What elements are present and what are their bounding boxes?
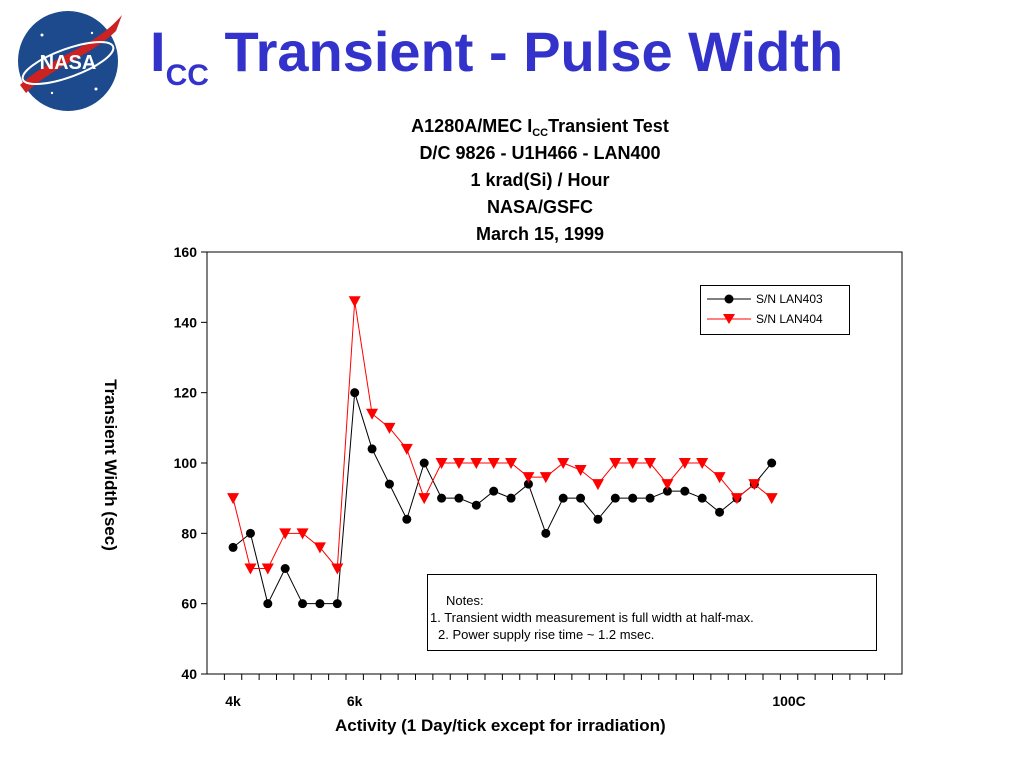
data-point-lan404 [452, 458, 465, 469]
y-tick-label: 120 [174, 385, 198, 401]
data-point-lan403 [593, 514, 603, 524]
nasa-logo: NASA [18, 11, 122, 111]
x-tick-label: 100C [772, 693, 805, 709]
legend-item-lan403: S/N LAN403 [701, 289, 849, 309]
data-point-lan404 [678, 458, 691, 469]
data-point-lan404 [418, 493, 431, 505]
data-point-lan403 [576, 493, 586, 503]
data-point-lan404 [244, 563, 257, 575]
data-point-lan403 [384, 479, 394, 489]
legend-marker-triangle [707, 314, 751, 324]
data-point-lan403 [471, 500, 481, 510]
data-point-lan403 [367, 444, 377, 454]
data-point-lan404 [661, 479, 674, 491]
data-point-lan403 [437, 493, 447, 503]
y-tick-label: 100 [174, 455, 198, 471]
data-point-lan403 [263, 599, 273, 609]
data-point-lan403 [662, 486, 672, 496]
note-2: 2. Power supply rise time ~ 1.2 msec. [438, 627, 655, 642]
data-point-lan403 [628, 493, 638, 503]
legend-marker-circle [707, 294, 751, 304]
data-point-lan404 [539, 472, 552, 484]
series-line-2 [232, 301, 773, 570]
data-point-lan404 [296, 528, 309, 540]
data-point-lan404 [557, 458, 570, 469]
data-point-lan404 [313, 542, 326, 554]
data-point-lan403 [419, 458, 429, 468]
chart-title-line-5: March 15, 1999 [475, 224, 605, 244]
data-point-lan403 [541, 528, 551, 538]
data-point-lan403 [697, 493, 707, 503]
data-point-lan404 [522, 472, 535, 484]
data-point-lan404 [383, 422, 396, 434]
data-point-lan403 [315, 599, 325, 609]
data-point-lan403 [454, 493, 464, 503]
legend-item-lan404: S/N LAN404 [701, 309, 849, 329]
chart-title-line-2: D/C 9826 - U1H466 - LAN400 [419, 143, 661, 163]
data-point-lan403 [506, 493, 516, 503]
data-point-lan404 [348, 296, 361, 308]
chart-title: A1280A/MEC ICCTransient Test D/C 9826 - … [340, 113, 740, 248]
chart-title-line-4: NASA/GSFC [486, 197, 593, 217]
x-axis-label: Activity (1 Day/tick except for irradiat… [335, 716, 666, 735]
chart-title-line-3: 1 krad(Si) / Hour [470, 170, 610, 190]
data-point-lan403 [298, 599, 308, 609]
data-point-lan404 [505, 458, 518, 469]
data-point-lan404 [591, 479, 604, 491]
data-point-lan404 [644, 458, 657, 469]
y-tick-label: 80 [181, 525, 197, 541]
data-point-lan403 [350, 388, 360, 398]
notes-box: Notes: 1. Transient width measurement is… [427, 574, 877, 651]
data-point-lan404 [261, 563, 274, 575]
data-point-lan403 [645, 493, 655, 503]
chart-legend: S/N LAN403 S/N LAN404 [700, 285, 850, 335]
data-point-lan403 [767, 458, 777, 468]
logo-text: NASA [40, 52, 97, 74]
data-point-lan403 [489, 486, 499, 496]
data-point-lan404 [713, 472, 726, 484]
data-point-lan404 [400, 443, 413, 455]
data-point-lan404 [279, 528, 292, 540]
data-point-lan403 [402, 514, 412, 524]
data-point-lan404 [696, 458, 709, 469]
data-point-lan404 [765, 493, 778, 505]
data-point-lan403 [245, 528, 255, 538]
y-tick-label: 140 [174, 314, 198, 330]
notes-heading: Notes: [446, 593, 484, 608]
data-point-lan403 [523, 479, 533, 489]
data-point-lan404 [748, 479, 761, 491]
data-point-lan404 [227, 493, 240, 505]
x-tick-label: 6k [347, 693, 363, 709]
y-tick-label: 160 [174, 244, 198, 260]
data-point-lan404 [626, 458, 639, 469]
data-point-lan404 [331, 563, 344, 575]
data-point-lan404 [470, 458, 483, 469]
legend-label-lan403: S/N LAN403 [756, 292, 823, 306]
data-point-lan404 [487, 458, 500, 469]
series-line-1 [232, 392, 773, 606]
data-point-lan404 [435, 458, 448, 469]
data-point-lan403 [280, 564, 290, 573]
note-1: 1. Transient width measurement is full w… [430, 610, 754, 625]
data-point-lan404 [366, 408, 379, 420]
chart-title-line-1: A1280A/MEC ICCTransient Test [411, 116, 669, 139]
logo-red-chevron [20, 15, 122, 93]
legend-label-lan404: S/N LAN404 [756, 312, 823, 326]
y-tick-label: 40 [181, 666, 197, 682]
x-tick-label: 4k [225, 693, 241, 709]
data-point-lan404 [574, 465, 587, 477]
data-point-lan403 [558, 493, 568, 503]
data-point-lan403 [332, 599, 342, 609]
y-tick-label: 60 [181, 596, 197, 612]
slide-title-subscript: CC [165, 59, 209, 92]
data-point-lan403 [228, 542, 238, 552]
data-point-lan403 [715, 507, 725, 517]
slide-title: ICC Transient - Pulse Width [150, 20, 844, 92]
data-point-lan403 [610, 493, 620, 503]
data-point-lan403 [680, 486, 690, 496]
data-point-lan404 [730, 493, 743, 505]
data-point-lan404 [609, 458, 622, 469]
